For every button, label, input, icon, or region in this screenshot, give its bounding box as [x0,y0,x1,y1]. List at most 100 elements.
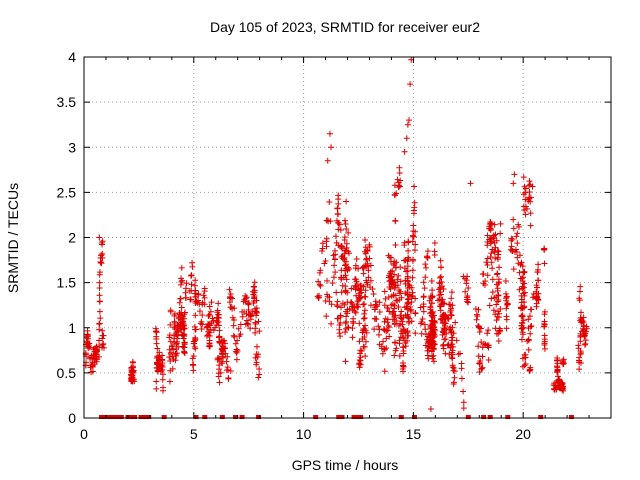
data-point [394,176,401,183]
data-point [169,342,176,349]
data-point [343,258,350,265]
data-point [576,297,583,304]
data-point [450,364,457,371]
data-point [447,301,454,308]
data-point [407,306,414,313]
data-point [201,294,208,301]
data-point [333,289,340,296]
data-point [360,301,367,308]
data-point [232,348,239,355]
data-point [430,328,437,335]
data-point [375,323,382,330]
data-point [348,285,355,292]
data-point [373,303,380,310]
x-tick-label: 15 [406,426,422,442]
data-point [520,268,527,275]
data-point [319,245,326,252]
data-point [409,274,416,281]
data-point [465,284,472,291]
data-point [512,246,519,253]
data-point [96,308,103,315]
data-point [381,288,388,295]
data-point [453,337,460,344]
data-point [251,279,258,286]
data-point [128,378,135,385]
data-point [464,273,471,280]
data-point [475,306,482,313]
data-point [408,294,415,301]
data-point [371,326,378,333]
data-point [166,354,173,361]
data-point [337,333,344,340]
data-point [503,305,510,312]
data-point [375,331,382,338]
data-point [404,263,411,270]
data-point [405,332,412,339]
data-point [243,317,250,324]
data-point [358,347,365,354]
data-point [251,293,258,300]
data-point [431,312,438,319]
data-point [174,321,181,328]
data-point [476,360,483,367]
data-point [391,352,398,359]
data-point [520,174,527,181]
data-point [412,228,419,235]
data-point [341,254,348,261]
data-point [400,368,407,375]
data-point [362,287,369,294]
data-point [384,327,391,334]
data-point [448,305,455,312]
data-point [396,340,403,347]
zero-data-point [138,415,144,419]
data-point [167,349,174,356]
data-point [428,300,435,307]
data-point [253,361,260,368]
zero-data-point [239,415,245,419]
data-point [484,255,491,262]
data-point [206,303,213,310]
data-point [493,237,500,244]
data-point [437,307,444,314]
data-point [518,313,525,320]
data-point [334,302,341,309]
data-point [92,356,99,363]
data-point [100,340,107,347]
data-point [494,271,501,278]
data-point [448,295,455,302]
data-point [527,330,534,337]
data-point [430,323,437,330]
data-point [411,183,418,190]
data-point [256,365,263,372]
data-point [370,291,377,298]
data-point [405,239,412,246]
data-point [411,199,418,206]
data-point [475,343,482,350]
data-point [167,321,174,328]
data-point [355,304,362,311]
data-point [497,230,504,237]
data-point [489,289,496,296]
data-point [522,196,529,203]
data-point [365,274,372,281]
data-point [479,353,486,360]
data-point [341,234,348,241]
data-point [96,337,103,344]
axis-ticks: 0 5 10 15 20 0 0.5 1 1.5 2 2.5 3 3.5 4 [57,49,611,442]
data-point [198,318,205,325]
data-point [515,221,522,228]
data-point [317,267,324,274]
data-point [98,260,105,267]
data-point [516,286,523,293]
data-point [425,347,432,354]
data-point [541,345,548,352]
data-point [315,278,322,285]
data-point [526,195,533,202]
data-point [577,309,584,316]
data-point [166,378,173,385]
data-point [502,277,509,284]
data-point [486,302,493,309]
data-point [535,296,542,303]
zero-data-point [127,415,133,419]
data-point [220,354,227,361]
